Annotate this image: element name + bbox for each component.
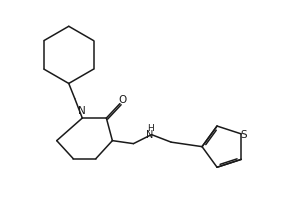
Text: H: H [147, 124, 153, 133]
Text: S: S [240, 130, 247, 140]
Text: O: O [118, 95, 126, 105]
Text: N: N [78, 106, 86, 116]
Text: N: N [146, 130, 154, 140]
